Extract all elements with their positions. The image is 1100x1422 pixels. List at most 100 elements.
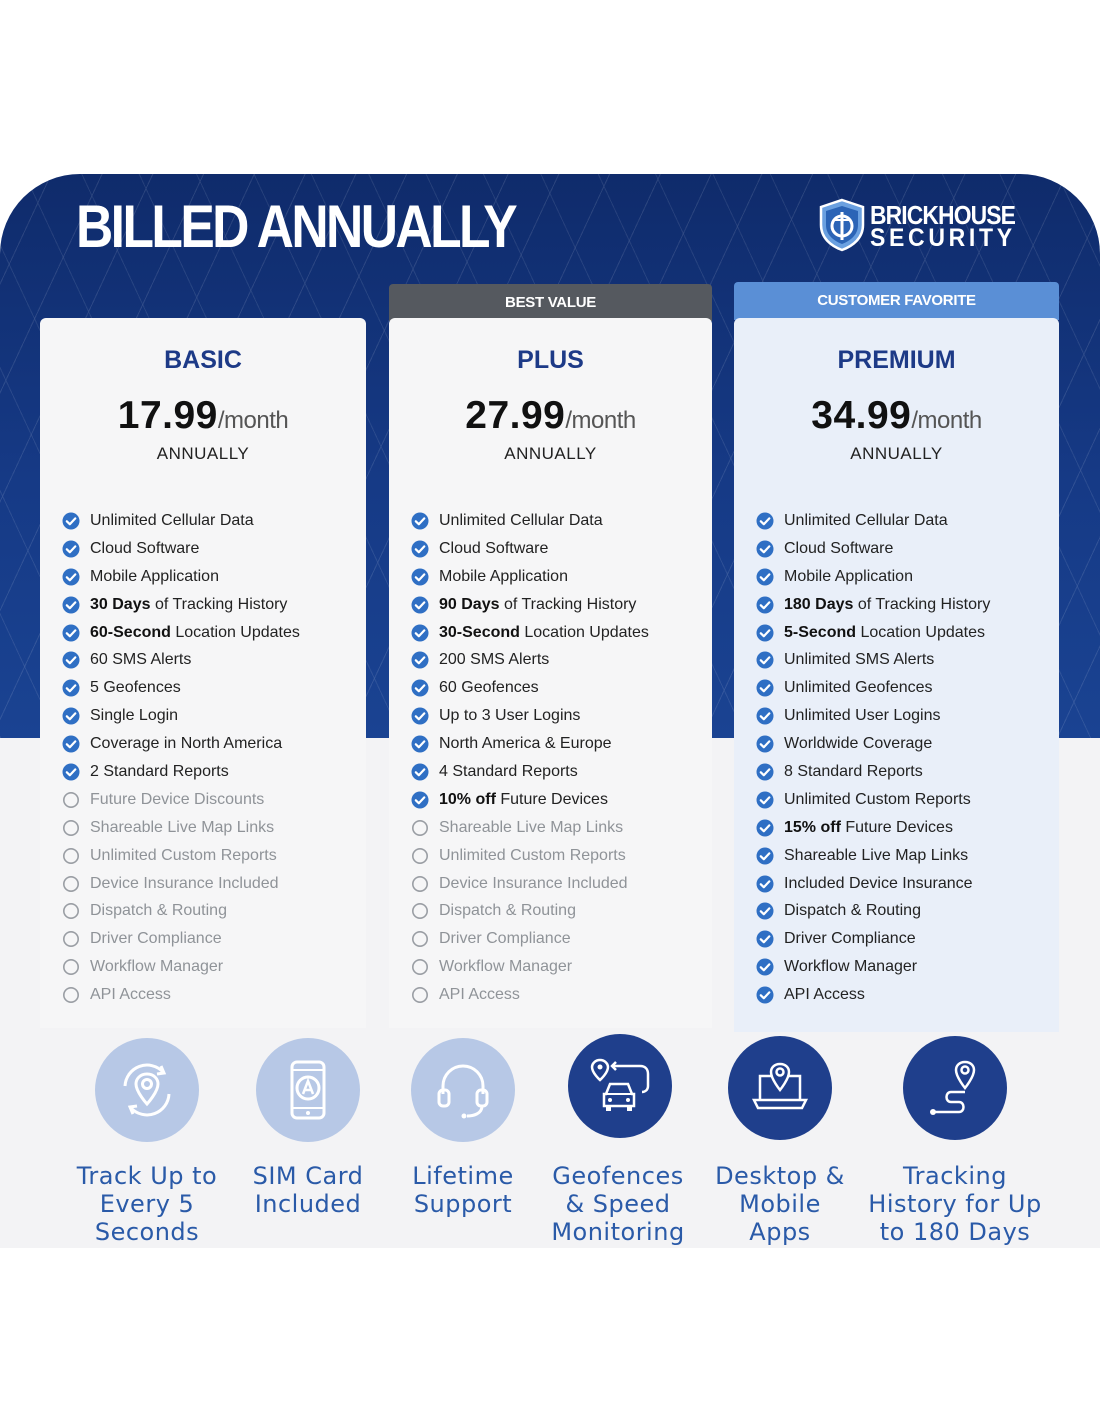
feature-item: North America & Europe [411,734,649,762]
brand-logo: BRICKHOUSE SECURITY [818,198,1018,254]
feature-list: Unlimited Cellular Data Cloud Software Mob… [411,511,649,1013]
check-circle-icon [62,540,80,558]
feature-text: Included Device Insurance [784,874,973,892]
perk-label-line: Geofences [552,1162,684,1190]
feature-item: Unlimited Geofences [756,678,990,706]
check-circle-icon [756,763,774,781]
feature-text: North America & Europe [439,735,612,753]
feature-item: 90 Days of Tracking History [411,595,649,623]
feature-item: Device Insurance Included [62,874,300,902]
feature-text: Unlimited Cellular Data [439,512,603,529]
feature-item: 15% off Future Devices [756,818,990,846]
headset-icon [437,1064,489,1119]
check-circle-icon [756,540,774,558]
location-refresh-icon [123,1063,171,1117]
feature-item: Driver Compliance [756,929,990,957]
feature-text: Unlimited Custom Reports [439,846,626,864]
price-unit: /month [565,407,636,434]
empty-circle-icon [412,987,428,1004]
feature-text: Unlimited User Logins [784,707,941,725]
feature-text: Dispatch & Routing [90,902,227,920]
plan-card-premium[interactable]: PREMIUM 34.99/month ANNUALLY Unlimited C… [734,318,1059,1032]
feature-highlight: 10% off [439,790,496,808]
plan-price: 27.99/month [389,394,712,438]
feature-item: 10% off Future Devices [411,790,649,818]
perk-circle [95,1038,199,1142]
feature-item: 5 Geofences [62,678,300,706]
pricing-graphic: BILLED ANNUALLY BRICKHOUSE SECURITY BEST… [0,174,1100,1248]
feature-text: Driver Compliance [439,930,571,948]
price-amount: 17.99 [117,394,218,437]
feature-text: Dispatch & Routing [784,902,921,920]
perk-label: Geofences & Speed Monitoring [546,1162,690,1246]
check-circle-icon [756,986,774,1004]
feature-item: Unlimited Cellular Data [62,511,300,539]
empty-circle-icon [412,847,428,864]
plan-card-basic[interactable]: BASIC 17.99/month ANNUALLY Unlimited Cel… [40,318,366,1028]
feature-item: Unlimited Custom Reports [756,790,990,818]
feature-text: 5 Geofences [90,679,181,697]
empty-circle-icon [412,959,428,976]
perk-label-line: SIM Card [252,1162,364,1190]
feature-item: 60 Geofences [411,678,649,706]
feature-text: Shareable Live Map Links [784,846,969,864]
feature-item: 30 Days of Tracking History [62,595,300,623]
feature-item: Shareable Live Map Links [756,846,990,874]
feature-item: Mobile Application [62,567,300,595]
check-circle-icon [62,624,80,642]
feature-text: Workflow Manager [90,958,224,976]
feature-text: Device Insurance Included [90,874,279,892]
feature-text: of Tracking History [499,595,637,613]
perk-label: SIM Card Included [238,1162,378,1218]
empty-circle-icon [63,819,79,836]
feature-highlight: 5-Second [784,623,857,641]
perk-label-line: Every 5 [99,1190,195,1218]
empty-circle-icon [63,903,79,920]
check-circle-icon [756,847,774,865]
feature-item: Single Login [62,706,300,734]
feature-text: Mobile Application [784,567,913,585]
feature-text: 4 Standard Reports [439,763,578,781]
feature-text: Up to 3 User Logins [439,707,581,725]
perks-row: Track Up to Every 5 Seconds SIM Card Includ… [0,1034,1100,1248]
feature-text: Mobile Application [439,567,568,585]
check-circle-icon [62,679,80,697]
feature-text: Single Login [90,707,179,725]
perk-circle [256,1038,360,1142]
empty-circle-icon [63,791,79,808]
feature-list: Unlimited Cellular Data Cloud Software Mob… [62,511,300,1013]
empty-circle-icon [412,875,428,892]
perk-label-line: Included [254,1190,362,1218]
feature-item: Cloud Software [62,539,300,567]
feature-text: Unlimited Cellular Data [90,512,254,529]
check-circle-icon [62,596,80,614]
plan-card-plus[interactable]: PLUS 27.99/month ANNUALLY Unlimited Cell… [389,318,712,1028]
feature-text: Cloud Software [90,539,200,557]
plan-name: BASIC [164,346,242,374]
feature-text: Unlimited SMS Alerts [784,651,935,669]
feature-text: Location Updates [856,623,985,641]
feature-item: API Access [411,985,649,1013]
check-circle-icon [756,596,774,614]
check-circle-icon [62,763,80,781]
check-circle-icon [756,875,774,893]
feature-item: Driver Compliance [62,929,300,957]
feature-text: Cloud Software [439,539,549,557]
route-pin-icon [930,1060,976,1115]
check-circle-icon [756,512,774,530]
perk-label-line: & Speed [565,1190,671,1218]
feature-item: Dispatch & Routing [411,901,649,929]
brand-name-line1: BRICKHOUSE [870,200,1016,230]
billing-period: ANNUALLY [156,444,250,463]
feature-text: Cloud Software [784,539,894,557]
feature-text: Unlimited Cellular Data [784,512,948,529]
feature-item: Unlimited Custom Reports [62,846,300,874]
perk-label-line: History for Up [868,1190,1042,1218]
check-circle-icon [411,735,429,753]
feature-highlight: 30 Days [90,595,151,613]
check-circle-icon [62,707,80,725]
billing-period: ANNUALLY [504,444,597,463]
feature-text: Unlimited Geofences [784,679,933,697]
plan-price: 34.99/month [734,394,1059,438]
check-circle-icon [62,512,80,530]
